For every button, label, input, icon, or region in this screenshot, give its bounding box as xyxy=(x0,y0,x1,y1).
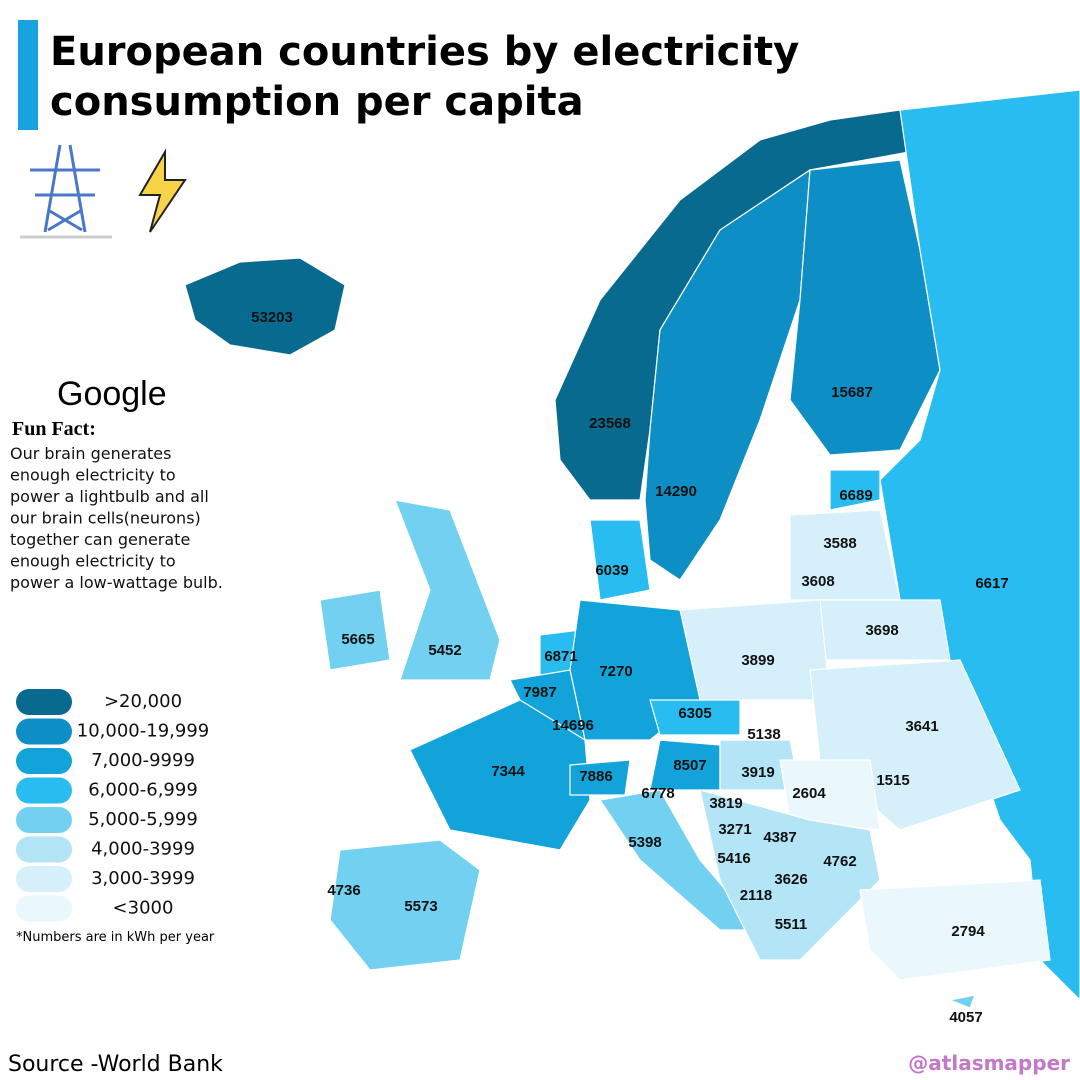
credit: @atlasmapper xyxy=(908,1051,1070,1075)
country-value: 4762 xyxy=(823,853,856,870)
country-value: 3919 xyxy=(741,764,774,781)
note: *Numbers are in kWh per year xyxy=(16,930,215,945)
country-value: 3271 xyxy=(718,821,751,838)
country-value: 6305 xyxy=(678,705,711,722)
country-value: 6617 xyxy=(975,575,1008,592)
title-line: European countries by electricity xyxy=(50,29,799,75)
country-value: 14290 xyxy=(655,483,697,500)
country-value: 53203 xyxy=(251,309,293,326)
legend-swatch xyxy=(16,777,72,804)
country-value: 3626 xyxy=(774,871,807,888)
country-value: 7344 xyxy=(491,763,525,780)
legend-swatch xyxy=(16,807,72,833)
legend-swatch xyxy=(16,895,72,922)
country-value: 5665 xyxy=(341,631,374,648)
country-value: 4736 xyxy=(327,882,360,899)
country-value: 1515 xyxy=(876,772,909,789)
legend-swatch xyxy=(16,836,72,863)
country-value: 2118 xyxy=(740,887,773,904)
country-value: 4387 xyxy=(763,829,796,846)
country-value: 7270 xyxy=(599,663,632,680)
fun-fact-line: our brain cells(neurons) xyxy=(10,509,201,528)
country-value: 6871 xyxy=(544,648,577,665)
country-value: 6039 xyxy=(595,562,628,579)
legend-swatch xyxy=(16,748,72,774)
country-value: 3641 xyxy=(905,718,938,735)
country-value: 6778 xyxy=(641,785,674,802)
title-bar xyxy=(18,20,38,130)
country-value: 2794 xyxy=(951,923,985,940)
fun-fact-line: together can generate xyxy=(10,530,190,549)
country-value: 5573 xyxy=(404,898,437,915)
country-value: 2604 xyxy=(792,785,826,802)
legend-label: <3000 xyxy=(113,898,174,919)
legend-label: 10,000-19,999 xyxy=(77,721,209,742)
legend-label: 7,000-9999 xyxy=(91,750,195,771)
legend-swatch xyxy=(16,718,72,745)
country-value: 3819 xyxy=(709,795,742,812)
fun-fact-line: enough electricity to xyxy=(10,466,176,485)
legend-swatch xyxy=(16,866,72,892)
legend-swatch xyxy=(16,689,72,715)
country-value: 5511 xyxy=(775,916,808,933)
fun-fact-line: power a low-wattage bulb. xyxy=(10,573,223,592)
country-value: 6689 xyxy=(839,487,872,504)
fun-fact-line: enough electricity to xyxy=(10,552,176,571)
country-value: 3588 xyxy=(823,535,856,552)
country-value: 7987 xyxy=(523,684,556,701)
google-logo: Google xyxy=(57,375,167,413)
fun-fact-heading: Fun Fact: xyxy=(12,418,96,440)
country-value: 3608 xyxy=(801,573,834,590)
country-value: 8507 xyxy=(673,757,706,774)
country-value: 7886 xyxy=(579,768,612,785)
country-value: 14696 xyxy=(552,717,594,734)
fun-fact-line: power a lightbulb and all xyxy=(10,487,209,506)
title-line: consumption per capita xyxy=(50,79,584,125)
country-value: 5416 xyxy=(717,850,750,867)
legend-label: 3,000-3999 xyxy=(91,868,195,889)
pylon-icon xyxy=(20,144,112,239)
country-value: 4057 xyxy=(949,1009,982,1026)
country-value: 5138 xyxy=(747,726,780,743)
country-value: 3899 xyxy=(741,652,774,669)
country-value: 23568 xyxy=(589,415,631,432)
source: Source -World Bank xyxy=(8,1052,223,1077)
country-value: 3698 xyxy=(865,622,898,639)
fun-fact-line: Our brain generates xyxy=(10,444,171,463)
country-value: 15687 xyxy=(831,384,873,401)
legend-label: >20,000 xyxy=(104,691,182,712)
legend-label: 5,000-5,999 xyxy=(88,809,198,830)
map-shapes xyxy=(184,89,1080,1009)
country-value: 5398 xyxy=(628,834,661,851)
bolt-icon xyxy=(138,148,187,233)
legend-label: 4,000-3999 xyxy=(91,839,195,860)
legend-label: 6,000-6,999 xyxy=(88,780,198,801)
country-value: 5452 xyxy=(428,642,461,659)
